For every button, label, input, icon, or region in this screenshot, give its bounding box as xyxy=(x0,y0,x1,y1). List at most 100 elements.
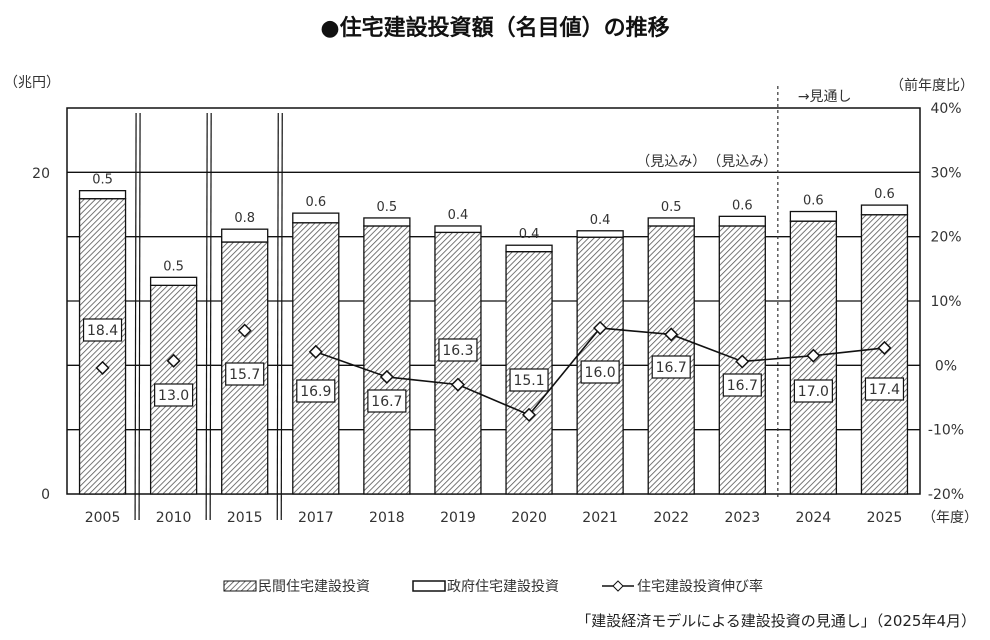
government-value-label: 0.5 xyxy=(163,259,184,274)
x-axis-label: （年度） xyxy=(922,510,978,526)
private-label-box xyxy=(296,379,336,403)
forecast-label: →見通し xyxy=(798,89,852,105)
growth-rate-marker xyxy=(379,369,394,384)
chart-title: ●住宅建設投資額（名目値）の推移 xyxy=(320,16,670,41)
growth-rate-marker xyxy=(166,353,181,368)
legend-label-private: 民間住宅建設投資 xyxy=(258,579,370,595)
right-tick-label: 10% xyxy=(930,294,961,310)
right-tick-label: -10% xyxy=(928,423,964,439)
private-label-box xyxy=(580,360,620,384)
government-value-label: 0.6 xyxy=(732,198,753,213)
private-label-box xyxy=(225,362,265,386)
bar-government xyxy=(221,228,269,243)
x-tick-label: 2017 xyxy=(298,510,334,526)
private-value-label: 16.7 xyxy=(371,394,402,410)
bar-government xyxy=(78,190,127,200)
bar-private xyxy=(78,198,127,495)
private-label-box xyxy=(864,377,905,401)
bar-government xyxy=(718,215,766,227)
government-value-label: 0.4 xyxy=(448,208,469,223)
x-tick-label: 2025 xyxy=(867,510,903,526)
private-label-box xyxy=(793,379,833,403)
government-value-label: 0.4 xyxy=(519,227,540,242)
bar-government xyxy=(505,244,553,253)
bar-government xyxy=(789,210,838,222)
axis-break-line xyxy=(276,112,279,521)
private-label-box xyxy=(509,368,549,392)
legend-swatch-private xyxy=(223,580,257,592)
left-tick-label: 20 xyxy=(32,166,50,182)
private-value-label: 15.1 xyxy=(513,373,544,389)
right-tick-label: 0% xyxy=(935,358,957,374)
government-value-label: 0.6 xyxy=(305,195,326,210)
x-tick-label: 2023 xyxy=(724,510,760,526)
private-label-box xyxy=(438,338,478,362)
government-value-label: 0.5 xyxy=(92,173,113,188)
growth-rate-marker xyxy=(450,377,466,392)
growth-rate-marker xyxy=(877,340,892,356)
x-tick-label: 2021 xyxy=(582,510,618,526)
private-value-label: 16.7 xyxy=(656,360,687,376)
bar-government xyxy=(149,276,198,287)
bar-government xyxy=(860,204,909,216)
legend-swatch-government xyxy=(412,580,446,592)
private-value-label: 17.0 xyxy=(798,384,829,400)
growth-rate-marker xyxy=(735,354,750,369)
government-value-label: 0.5 xyxy=(661,200,682,215)
bar-government xyxy=(434,225,482,234)
private-value-label: 18.4 xyxy=(87,323,118,339)
private-label-box xyxy=(367,389,407,413)
x-tick-label: 2022 xyxy=(653,510,689,526)
private-label-box xyxy=(82,318,123,342)
legend-swatch-diamond xyxy=(612,580,624,592)
growth-rate-marker xyxy=(308,344,323,359)
axis-break-line xyxy=(134,112,137,521)
axis-break-line xyxy=(138,112,141,521)
private-value-label: 15.7 xyxy=(229,367,260,383)
bar-government xyxy=(576,230,624,238)
government-value-label: 0.5 xyxy=(377,200,398,215)
legend-label-government: 政府住宅建設投資 xyxy=(447,579,559,595)
x-tick-label: 2015 xyxy=(227,510,263,526)
private-value-label: 16.7 xyxy=(727,378,758,394)
left-tick-label: 0 xyxy=(41,487,50,503)
private-value-label: 16.3 xyxy=(442,343,473,359)
private-label-box xyxy=(722,373,762,397)
private-label-box xyxy=(154,383,194,407)
x-tick-label: 2005 xyxy=(85,510,121,526)
x-tick-label: 2010 xyxy=(156,510,192,526)
bar-government xyxy=(363,217,411,227)
x-tick-label: 2020 xyxy=(511,510,547,526)
growth-rate-marker xyxy=(593,320,608,336)
right-tick-label: 40% xyxy=(930,101,961,117)
legend-label-growth: 住宅建設投資伸び率 xyxy=(637,578,763,595)
private-label-box xyxy=(651,355,691,379)
government-value-label: 0.6 xyxy=(874,187,895,202)
right-tick-label: -20% xyxy=(928,487,964,503)
private-value-label: 17.4 xyxy=(869,382,900,398)
x-tick-label: 2019 xyxy=(440,510,476,526)
growth-rate-marker xyxy=(806,348,821,363)
private-value-label: 16.9 xyxy=(300,384,331,400)
right-tick-label: 20% xyxy=(930,230,961,246)
growth-rate-marker xyxy=(237,323,252,338)
private-value-label: 13.0 xyxy=(158,388,189,404)
right-axis-label: （前年度比） xyxy=(890,77,974,94)
left-axis-label: （兆円） xyxy=(4,75,60,91)
axis-break-line xyxy=(205,112,208,521)
bar-government xyxy=(647,217,695,227)
growth-rate-marker xyxy=(664,327,679,342)
government-value-label: 0.6 xyxy=(803,194,824,209)
growth-rate-marker xyxy=(95,360,110,375)
growth-rate-marker xyxy=(521,407,537,422)
plot-frame xyxy=(66,107,921,495)
government-value-label: 0.8 xyxy=(234,211,255,226)
private-value-label: 16.0 xyxy=(585,365,616,381)
axis-break-line xyxy=(209,112,212,521)
right-tick-label: 30% xyxy=(930,165,961,181)
estimate-label: （見込み） xyxy=(636,154,706,170)
x-tick-label: 2018 xyxy=(369,510,405,526)
bar-private xyxy=(363,225,411,495)
source-note: 「建設経済モデルによる建設投資の見通し」（2025年4月） xyxy=(576,612,976,630)
